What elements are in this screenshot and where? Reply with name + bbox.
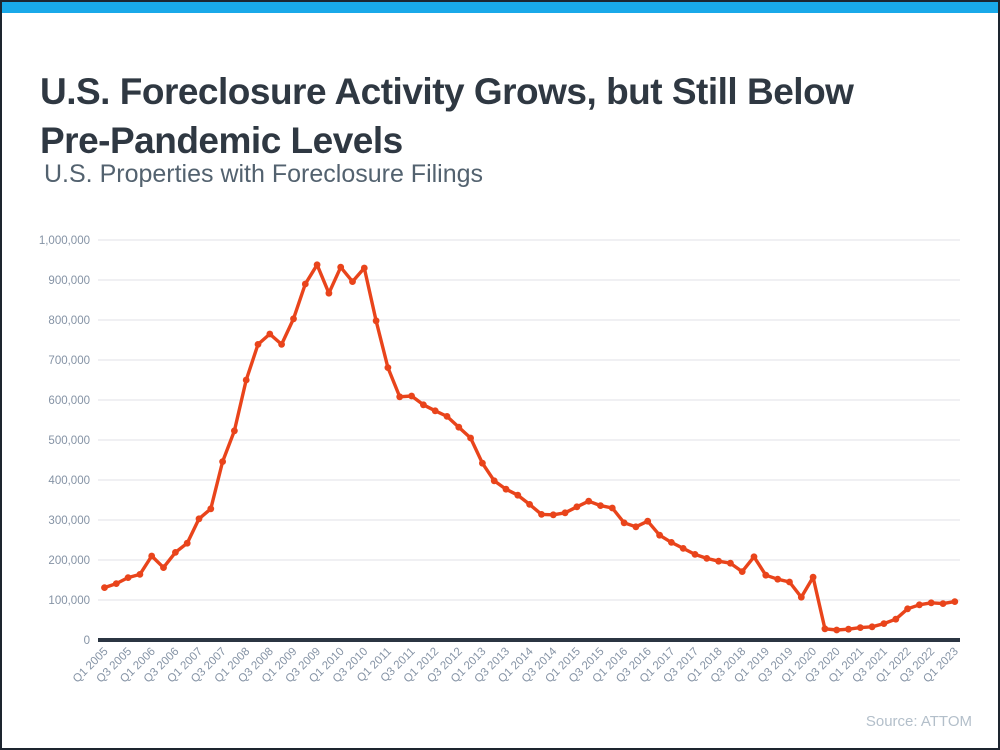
data-point	[821, 625, 829, 633]
data-point	[124, 574, 132, 581]
data-point	[939, 600, 947, 607]
data-point	[420, 401, 427, 409]
data-point	[927, 599, 935, 607]
y-tick-label: 800,000	[48, 315, 90, 327]
y-tick-label: 500,000	[48, 435, 90, 447]
data-point	[845, 625, 852, 633]
data-point	[904, 605, 911, 613]
data-point	[455, 423, 463, 431]
data-point	[715, 557, 722, 565]
top-accent-bar	[2, 2, 998, 13]
data-point	[632, 523, 640, 531]
data-point	[656, 531, 663, 539]
data-point	[278, 341, 285, 348]
data-point	[620, 519, 628, 527]
data-point	[148, 552, 156, 560]
data-point	[313, 261, 321, 269]
data-point	[916, 601, 923, 609]
data-point	[479, 459, 486, 467]
data-point	[738, 568, 746, 575]
data-point	[231, 427, 238, 435]
data-point	[585, 497, 593, 505]
data-point	[467, 434, 474, 442]
data-point	[160, 564, 167, 571]
data-point	[337, 263, 345, 271]
data-point	[951, 598, 959, 605]
y-tick-label: 700,000	[48, 355, 90, 367]
y-tick-label: 300,000	[48, 515, 90, 527]
data-point	[561, 509, 569, 517]
data-point	[514, 491, 522, 499]
data-point	[774, 575, 782, 583]
data-point	[266, 330, 274, 338]
y-tick-label: 1,000,000	[39, 235, 90, 247]
data-point	[608, 504, 616, 512]
y-tick-label: 100,000	[48, 595, 90, 607]
page-title: U.S. Foreclosure Activity Grows, but Sti…	[40, 70, 854, 161]
data-point	[219, 458, 227, 465]
data-point	[502, 485, 510, 493]
data-point	[195, 515, 203, 523]
y-tick-label: 600,000	[48, 395, 90, 407]
data-point	[691, 551, 699, 558]
data-point	[762, 571, 770, 579]
data-point	[207, 505, 215, 513]
data-point	[892, 615, 900, 623]
data-point	[526, 501, 533, 508]
data-point	[668, 539, 675, 546]
data-point	[396, 393, 404, 401]
data-point	[360, 264, 368, 272]
data-point	[183, 539, 191, 547]
y-tick-label: 400,000	[48, 475, 90, 487]
data-point	[868, 623, 876, 631]
data-point	[384, 364, 392, 371]
data-point	[679, 545, 687, 552]
y-tick-label: 0	[84, 635, 90, 647]
data-point	[431, 407, 439, 415]
data-point	[408, 392, 415, 400]
y-tick-label: 200,000	[48, 555, 90, 567]
data-point	[880, 620, 888, 627]
data-point	[797, 593, 805, 601]
data-point	[242, 376, 250, 384]
data-point	[597, 502, 604, 509]
data-point	[786, 578, 793, 586]
data-point	[349, 278, 356, 285]
data-point	[703, 555, 711, 562]
data-point	[750, 553, 758, 561]
chart-subtitle: U.S. Properties with Foreclosure Filings	[44, 160, 484, 188]
data-point	[490, 477, 498, 485]
data-point	[136, 571, 144, 578]
data-point	[372, 317, 380, 325]
data-point	[443, 413, 451, 420]
y-tick-label: 900,000	[48, 275, 90, 287]
data-point	[172, 549, 179, 556]
source-label: Source: ATTOM	[865, 713, 972, 730]
data-point	[573, 503, 581, 511]
data-point	[856, 624, 864, 631]
data-point	[809, 573, 817, 581]
data-point	[101, 584, 108, 591]
data-point	[325, 289, 333, 297]
data-point	[290, 315, 297, 323]
data-point	[254, 341, 262, 348]
data-point	[301, 280, 309, 288]
data-point	[833, 626, 841, 634]
data-point	[538, 511, 545, 518]
data-point	[644, 517, 652, 525]
data-point	[549, 511, 557, 519]
data-point	[112, 580, 120, 587]
data-point	[727, 559, 734, 567]
